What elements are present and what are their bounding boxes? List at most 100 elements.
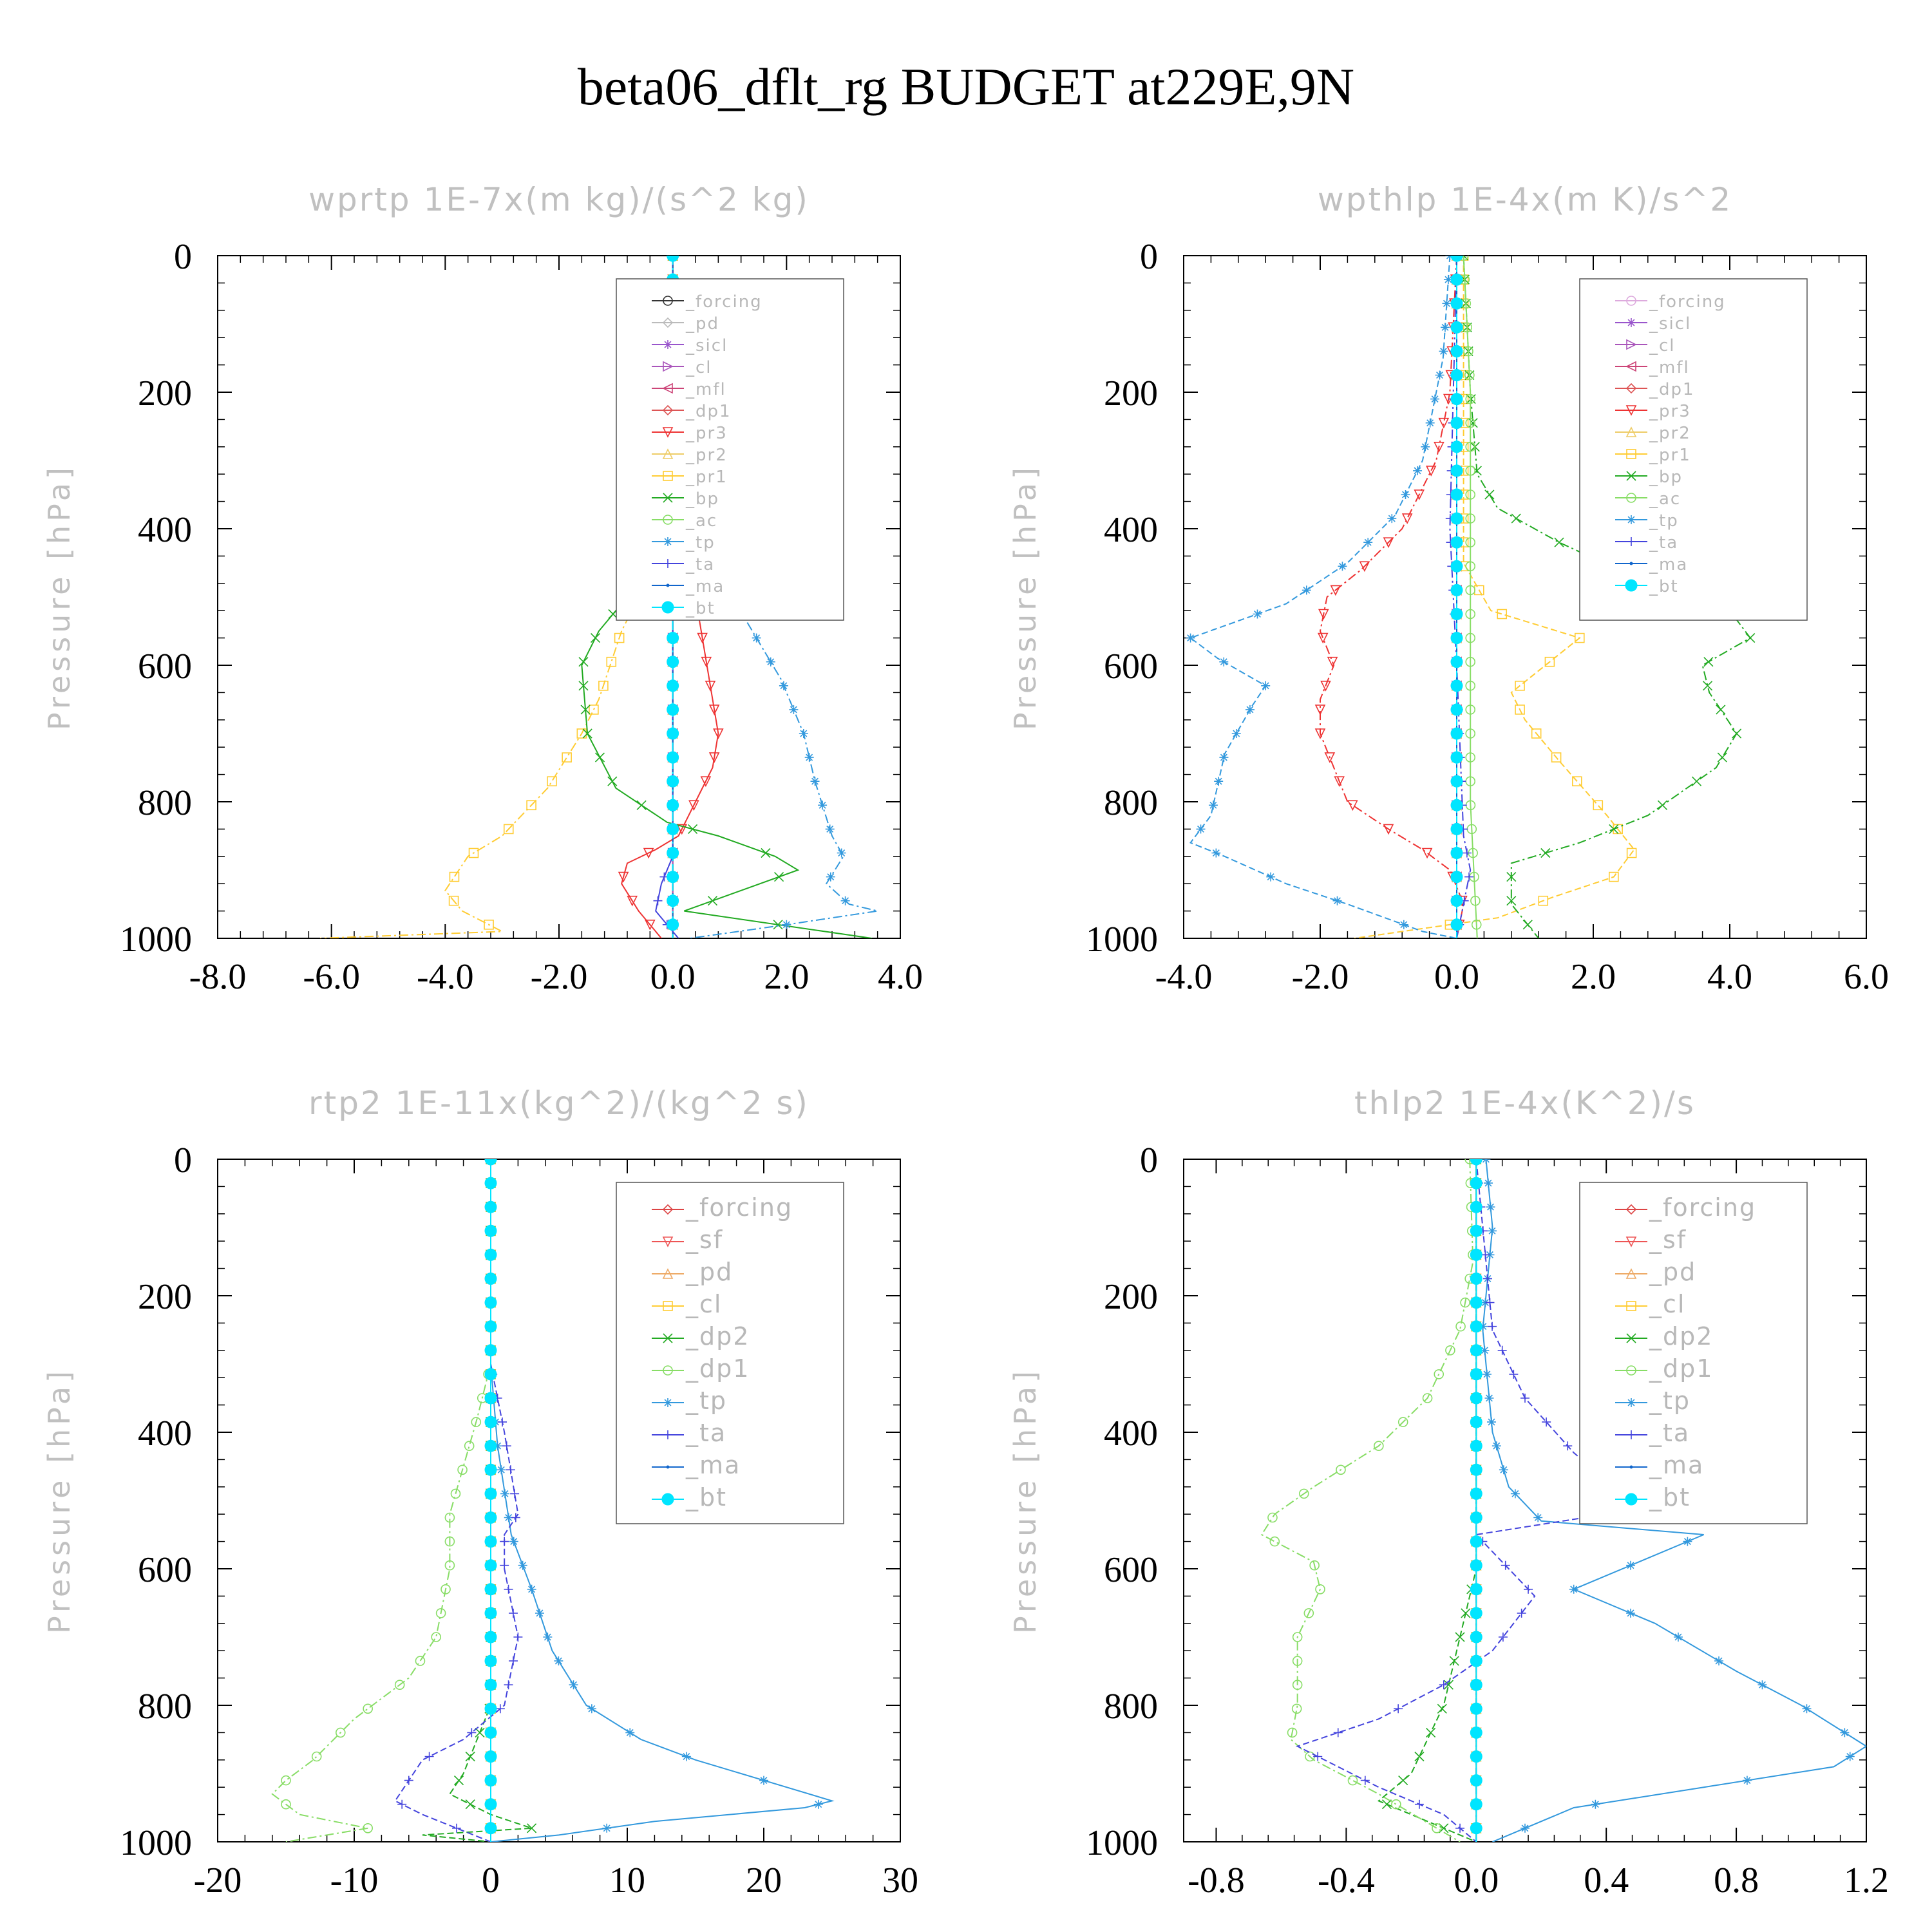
legend-marker-pr3 [662,427,674,438]
x-tick-label: 6.0 [1844,957,1889,997]
legend-label-sicl: _sicl [1649,314,1691,334]
series-marker-pr3 [1414,489,1425,500]
series-marker-ta [1542,1417,1551,1427]
series-marker-tp [1302,585,1311,595]
series-marker-dp2 [1449,1656,1459,1666]
series-marker-ac [1465,393,1475,404]
series-marker-tp [1480,1345,1490,1355]
series-marker-bt [1470,1416,1482,1428]
series-marker-pr3 [618,871,629,883]
y-tick-label: 400 [1104,1414,1158,1454]
series-marker-tp [1439,346,1448,356]
legend-label-ma: _ma [685,577,724,596]
series-line-dp2 [1377,1159,1477,1842]
series-marker-tp [1486,1202,1495,1212]
series-marker-tp [799,729,808,738]
legend-label-pr2: _pr2 [1649,424,1691,443]
series-marker-bt [484,1273,497,1285]
series-marker-bt [1470,1607,1482,1620]
legend-marker-ma [1629,1465,1633,1469]
series-marker-tp [1683,1537,1692,1546]
series-marker-pr3 [1327,656,1338,668]
series-marker-bp [773,920,783,930]
series-marker-tp [1430,394,1440,404]
series-marker-bt [1470,1750,1482,1763]
series-marker-bt [484,1439,497,1452]
series-line-pr3 [1319,256,1464,938]
series-marker-ac [1471,920,1482,930]
x-tick-label: -2.0 [531,957,588,997]
series-line-tp [1189,256,1457,938]
legend-marker-sicl [663,340,672,349]
series-marker-bt [1450,440,1463,453]
legend-label-mfl: _mfl [1649,358,1690,377]
legend-marker-bp [1626,471,1636,481]
series-marker-bt [1450,256,1463,262]
series-marker-dp1 [281,1799,291,1810]
series-marker-ac [1465,728,1475,739]
series-marker-bp [578,681,589,691]
series-marker-bt [667,751,679,764]
series-marker-bp [773,872,784,882]
y-tick-label: 800 [138,1687,192,1727]
series-marker-bt [1470,1273,1482,1285]
chart-panel-3: rtp2 1E-11x(kg^2)/(kg^2 s) Pressure [hPa]… [42,1084,918,1900]
y-tick-label: 400 [1104,510,1158,550]
series-marker-pr1 [1544,656,1555,667]
legend: _forcing _sf _pd _cl _dp2 _dp1 _tp _ta _ma _bt [616,1182,844,1524]
legend-label-ma: _ma [1649,1451,1704,1479]
series-marker-tp [497,1465,506,1475]
series-marker-bt [1450,417,1463,430]
series-marker-tp [826,872,835,882]
series-marker-bt [1450,608,1463,620]
series-marker-pr3 [713,728,724,739]
series-marker-ta [502,1441,511,1451]
series-marker-tp [518,1560,527,1570]
x-tick-label: -4.0 [417,957,474,997]
series-marker-ta [1439,1680,1448,1690]
series-marker-ta [1455,1823,1465,1833]
legend-marker-cl [663,361,674,372]
legend-marker-bp [663,493,673,503]
legend-marker-sf [662,1236,674,1247]
legend-label-forcing: _forcing [685,292,762,312]
x-tick-label: 0.0 [1454,1861,1499,1900]
series-marker-bt [1450,895,1463,907]
legend-marker-dp2 [1626,1333,1636,1343]
series-marker-dp1 [1460,1297,1470,1308]
series-marker-ac [1470,895,1481,906]
series-marker-dp1 [1292,1680,1303,1690]
series-marker-pr1 [1572,776,1582,786]
series-marker-tp [681,1752,691,1761]
series-marker-bt [1450,871,1463,884]
legend-marker-ma [1629,562,1633,565]
series-marker-tp [1492,1441,1501,1451]
y-tick-label: 800 [138,783,192,823]
x-tick-label: 30 [882,1861,918,1900]
series-marker-bt [1450,679,1463,692]
series-marker-pr3 [708,705,720,715]
series-marker-pr3 [708,752,720,763]
series-marker-bt [1470,1439,1482,1452]
series-marker-dp1 [1298,1488,1309,1499]
legend-label-bt: _bt [1649,577,1679,596]
series-marker-ac [1464,370,1475,381]
legend-marker-cl [663,1301,673,1311]
series-marker-bp [1609,824,1619,834]
series-marker-bt [1470,1822,1482,1835]
series-marker-bt [1470,1177,1482,1189]
series-marker-ac [1465,466,1475,476]
series-marker-dp2 [1455,1632,1465,1642]
legend-marker-pr2 [662,448,674,459]
series-marker-bt [1470,1200,1482,1213]
series-marker-ta [1563,1441,1573,1451]
series-marker-dp1 [335,1727,346,1738]
legend-label-ma: _ma [1649,555,1688,574]
series-marker-tp [1196,824,1206,834]
series-marker-ta [504,1680,513,1690]
series-marker-ta [404,1776,413,1785]
series-marker-bt [1450,345,1463,357]
legend-marker-bt [661,1493,674,1506]
legend-label-cl: _cl [685,358,712,377]
series-marker-bt [484,1798,497,1811]
